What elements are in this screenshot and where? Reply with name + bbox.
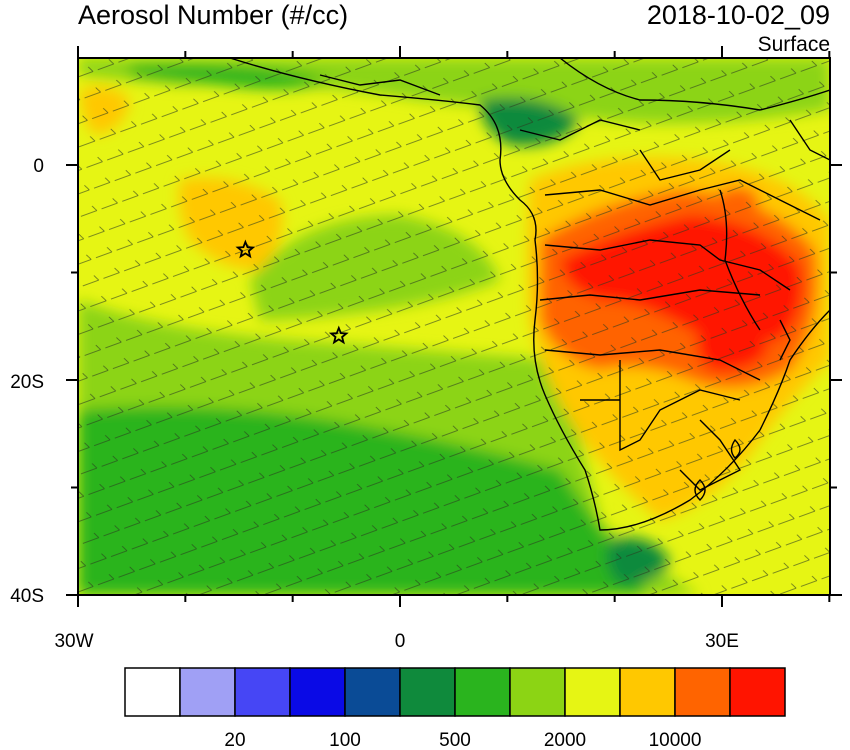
colorbar-swatch (729, 667, 786, 717)
map-title: Aerosol Number (#/cc) (78, 0, 349, 30)
colorbar-label: 20 (224, 730, 245, 750)
lat-label-0: 0 (33, 156, 44, 177)
colorbar-swatch (124, 667, 181, 717)
colorbar-swatch (564, 667, 621, 717)
star-site-2-icon (328, 325, 349, 345)
lon-label-30e: 30E (705, 631, 739, 652)
lat-label-40s: 40S (10, 586, 44, 607)
lon-label-0: 0 (395, 631, 406, 652)
coastline (229, 58, 830, 531)
map-datetime: 2018-10-02_09 (646, 0, 830, 30)
colorbar-label: 2000 (544, 730, 586, 750)
colorbar-swatch (509, 667, 566, 717)
aerosol-field (78, 58, 830, 595)
colorbar-label: 10000 (649, 730, 702, 750)
lat-label-20s: 20S (10, 372, 44, 393)
plot-frame (77, 57, 831, 596)
colorbar-swatch (289, 667, 346, 717)
colorbar-swatch (179, 667, 236, 717)
colorbar-swatch (234, 667, 291, 717)
star-site-1-icon (235, 239, 256, 259)
colorbar-swatch (344, 667, 401, 717)
colorbar-swatch (399, 667, 456, 717)
colorbar-swatch (619, 667, 676, 717)
map-level: Surface (757, 33, 830, 56)
colorbar-label: 500 (439, 730, 471, 750)
colorbar: 20 100 500 2000 10000 (124, 667, 786, 750)
colorbar-swatch (454, 667, 511, 717)
lon-label-30w: 30W (54, 631, 93, 652)
colorbar-label: 100 (329, 730, 361, 750)
colorbar-swatch (674, 667, 731, 717)
axis-ticks (66, 46, 842, 607)
site-markers (235, 239, 349, 345)
